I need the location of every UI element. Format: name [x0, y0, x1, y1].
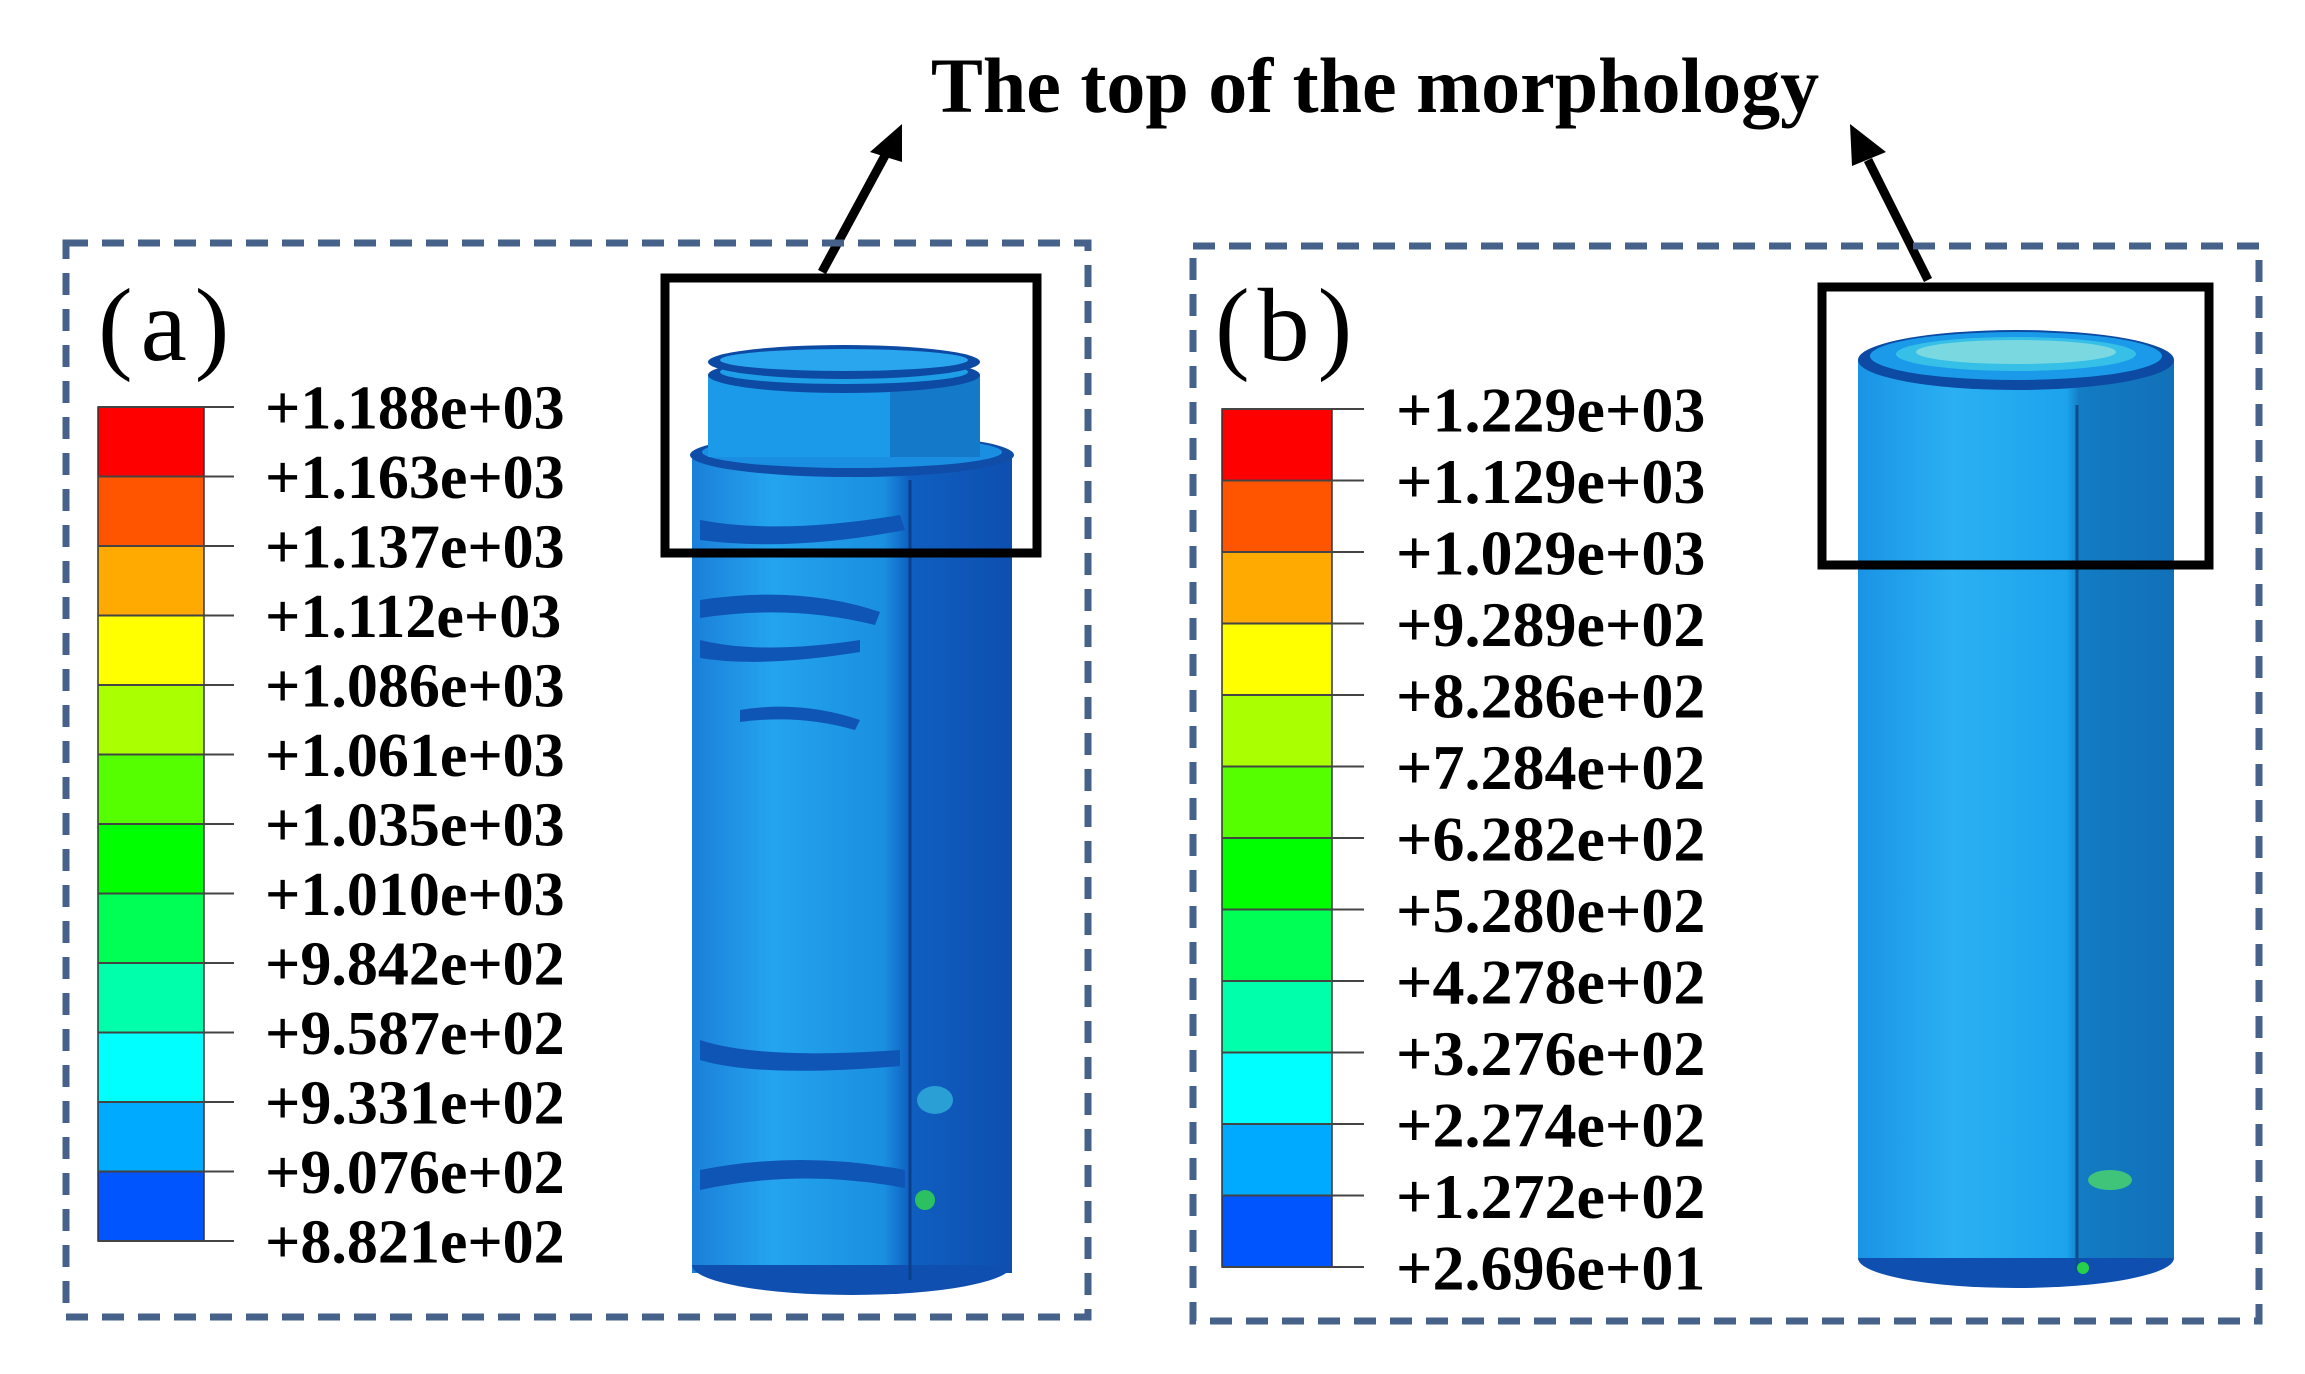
legend-band	[98, 1102, 204, 1172]
legend-value-label: +8.821e+02	[265, 1209, 565, 1277]
legend-band	[98, 615, 204, 686]
legend-band	[1222, 480, 1332, 553]
legend-band	[1222, 909, 1332, 982]
panel-a-label: (a)	[98, 268, 237, 383]
legend-value-label: +9.076e+02	[265, 1139, 565, 1207]
legend-band	[1222, 838, 1332, 910]
legend-band	[98, 754, 204, 825]
legend-value-label: +9.289e+02	[1396, 589, 1705, 660]
legend-value-label: +8.286e+02	[1396, 660, 1705, 731]
legend-band	[1222, 1195, 1332, 1268]
legend-band	[98, 546, 204, 616]
legend-value-label: +2.696e+01	[1396, 1232, 1705, 1303]
panel-a-frame	[62, 239, 1092, 1321]
legend-band	[98, 476, 204, 547]
legend-value-label: +3.276e+02	[1396, 1018, 1705, 1089]
legend-band	[98, 1032, 204, 1103]
legend-value-label: +9.587e+02	[265, 1000, 565, 1068]
panel-b-highlight-box	[1817, 282, 2214, 570]
arrow-left	[818, 124, 902, 275]
legend-band	[1222, 981, 1332, 1053]
legend-value-label: +1.112e+03	[265, 583, 561, 651]
panel-a-highlight-box	[660, 273, 1042, 558]
legend-value-label: +1.086e+03	[265, 653, 565, 721]
legend-value-label: +1.188e+03	[265, 375, 565, 443]
legend-value-label: +1.129e+03	[1396, 446, 1705, 517]
panel-b-frame	[1189, 242, 2263, 1325]
legend-band	[98, 893, 204, 964]
legend-value-label: +5.280e+02	[1396, 875, 1705, 946]
legend-value-label: +6.282e+02	[1396, 803, 1705, 874]
legend-band	[1222, 409, 1332, 481]
legend-band	[98, 824, 204, 894]
legend-value-label: +1.229e+03	[1396, 374, 1705, 445]
legend-value-label: +1.163e+03	[265, 444, 565, 512]
panel-a-legend: +1.188e+03+1.163e+03+1.137e+03+1.112e+03…	[97, 375, 565, 1277]
panel-a-cylinder	[690, 345, 1014, 1295]
legend-band	[98, 407, 204, 477]
panel-a: (a) +1.188e+03+1.163e+03+1.137e+03+1.112…	[62, 239, 1092, 1321]
annotation-title: The top of the morphology	[931, 42, 1819, 129]
legend-band	[1222, 766, 1332, 839]
legend-band	[98, 1171, 204, 1242]
legend-band	[1222, 695, 1332, 767]
legend-value-label: +1.029e+03	[1396, 517, 1705, 588]
legend-value-label: +1.272e+02	[1396, 1161, 1705, 1232]
panel-b-cylinder	[1858, 330, 2174, 1288]
legend-value-label: +4.278e+02	[1396, 946, 1705, 1017]
panel-b-label: (b)	[1215, 268, 1360, 383]
legend-value-label: +9.331e+02	[265, 1070, 565, 1138]
legend-band	[1222, 1124, 1332, 1196]
panel-b-legend: +1.229e+03+1.129e+03+1.029e+03+9.289e+02…	[1221, 374, 1705, 1303]
panel-b: (b) +1.229e+03+1.129e+03+1.029e+03+9.289…	[1189, 242, 2263, 1325]
legend-band	[1222, 623, 1332, 696]
legend-value-label: +1.137e+03	[265, 514, 565, 582]
legend-value-label: +9.842e+02	[265, 931, 565, 999]
legend-value-label: +1.061e+03	[265, 722, 565, 790]
legend-value-label: +2.274e+02	[1396, 1089, 1705, 1160]
legend-value-label: +1.010e+03	[265, 861, 565, 929]
legend-band	[98, 963, 204, 1033]
legend-value-label: +1.035e+03	[265, 792, 565, 860]
legend-band	[1222, 1052, 1332, 1125]
legend-band	[1222, 552, 1332, 624]
legend-band	[98, 685, 204, 755]
arrow-right	[1850, 124, 1933, 283]
legend-value-label: +7.284e+02	[1396, 732, 1705, 803]
